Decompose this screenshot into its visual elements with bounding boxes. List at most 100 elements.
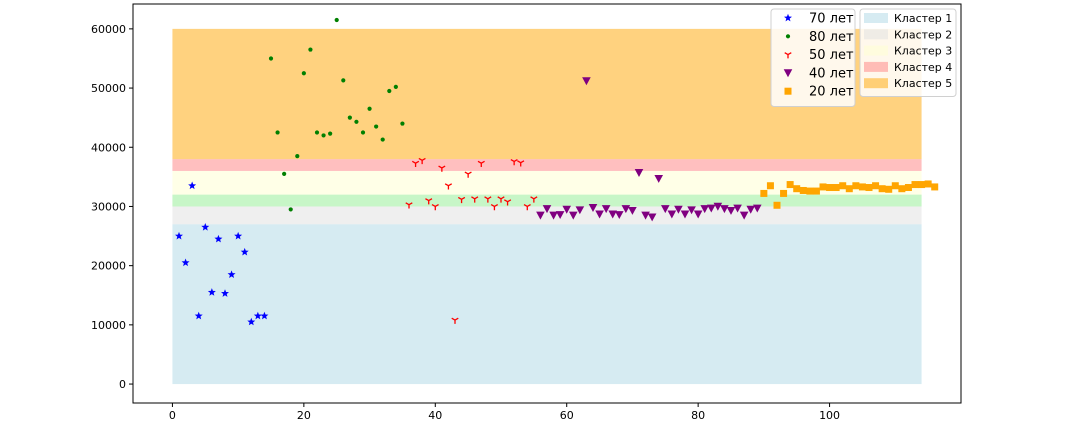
point-s5-20 <box>885 185 893 193</box>
point-s5-22 <box>898 185 906 193</box>
point-s3-17 <box>510 159 518 166</box>
point-s5-8 <box>806 187 814 195</box>
bands-legend-label-5: Кластер 5 <box>894 77 952 90</box>
point-s3-16 <box>503 199 512 206</box>
point-s5-23 <box>904 184 912 192</box>
bands-legend-swatch-4 <box>864 61 888 72</box>
band-1 <box>172 224 922 385</box>
series-legend-label-1: 70 лет <box>809 12 854 27</box>
y-tick-label-7: 60000 <box>91 23 126 36</box>
point-s5-9 <box>812 187 820 195</box>
point-s2-10 <box>328 131 333 136</box>
point-s4-27 <box>706 204 716 213</box>
point-s1-4 <box>194 311 203 320</box>
point-s3-8 <box>451 317 459 324</box>
point-s1-10 <box>234 231 243 240</box>
point-s4-13 <box>614 211 624 220</box>
point-s1-12 <box>247 317 256 326</box>
point-s4-7 <box>575 206 585 215</box>
point-s5-11 <box>826 184 834 192</box>
point-s4-4 <box>555 211 565 220</box>
point-s4-29 <box>720 205 729 214</box>
point-s2-11 <box>334 17 339 23</box>
point-s2-1 <box>268 56 274 61</box>
point-s1-5 <box>201 222 210 231</box>
x-tick-label-3: 40 <box>428 409 442 422</box>
point-s5-24 <box>911 181 919 189</box>
point-s4-9 <box>588 203 598 212</box>
point-s3-7 <box>444 183 453 190</box>
point-s4-22 <box>674 205 683 214</box>
point-s1-7 <box>214 234 223 243</box>
series-legend-label-5: 20 лет <box>809 85 854 100</box>
band-green <box>172 194 922 207</box>
bands-legend-label-4: Кластер 4 <box>894 61 952 74</box>
point-s1-11 <box>240 247 249 256</box>
bands-legend-swatch-1 <box>864 13 888 23</box>
point-s3-1 <box>405 202 413 209</box>
x-tick-label-2: 20 <box>297 409 311 422</box>
y-tick-label-4: 30000 <box>91 200 126 213</box>
series-legend-marker-5 <box>784 87 792 95</box>
point-s2-5 <box>295 154 300 159</box>
point-s2-21 <box>400 121 405 126</box>
y-tick-label-2: 10000 <box>91 319 126 332</box>
series-legend: 70 лет 80 лет 50 лет 40 лет 20 лет <box>770 8 856 107</box>
point-s4-28 <box>713 202 723 211</box>
series-legend-marker-1 <box>784 13 792 22</box>
point-s5-4 <box>780 189 788 197</box>
point-s4-24 <box>687 206 696 215</box>
x-tick-label-1: 0 <box>169 409 176 422</box>
bands-legend-swatch-3 <box>864 45 888 56</box>
point-s2-20 <box>393 84 398 89</box>
plot-frame <box>132 3 962 404</box>
point-s2-9 <box>321 133 326 138</box>
point-s4-30 <box>726 206 736 215</box>
band-2 <box>172 206 922 225</box>
point-s3-6 <box>438 165 446 172</box>
x-tick-label-5: 80 <box>691 409 705 422</box>
point-s1-13 <box>253 311 262 320</box>
y-tick-label-5: 40000 <box>91 141 126 154</box>
series-legend-label-4: 40 лет <box>809 66 854 81</box>
point-s4-20 <box>660 205 670 214</box>
point-s5-15 <box>852 182 860 190</box>
point-s2-2 <box>275 130 280 135</box>
point-s1-2 <box>181 258 190 267</box>
point-s2-6 <box>301 71 306 76</box>
point-s5-6 <box>793 185 801 193</box>
point-s2-12 <box>341 78 346 83</box>
point-s4-14 <box>621 205 631 214</box>
bands-legend: Кластер 1 Кластер 2 Кластер 3 Кластер 4 Клас… <box>859 8 957 97</box>
point-s3-9 <box>457 196 466 204</box>
point-s4-10 <box>595 210 604 219</box>
bands-legend-label-3: Кластер 3 <box>894 45 952 58</box>
point-s3-18 <box>517 160 525 167</box>
point-s3-4 <box>425 198 433 205</box>
y-tick-label-1: 0 <box>119 378 126 391</box>
point-s5-18 <box>872 182 880 190</box>
series-legend-label-2: 80 лет <box>809 30 854 45</box>
axes-layer: 0 20 40 60 80 100 0 10000 20000 30000 40000 50000 60… <box>91 3 962 422</box>
point-s5-26 <box>924 180 932 188</box>
point-s4-11 <box>601 205 611 214</box>
point-s1-3 <box>188 181 197 190</box>
point-s2-13 <box>347 115 352 120</box>
point-s4-17 <box>641 211 650 220</box>
bands-legend-label-2: Кластер 2 <box>894 28 952 41</box>
point-s4-8 <box>582 77 591 86</box>
point-s5-12 <box>832 184 840 192</box>
point-s4-32 <box>739 211 749 220</box>
point-s2-17 <box>374 124 379 129</box>
point-s2-7 <box>308 47 313 52</box>
point-s4-26 <box>700 205 710 214</box>
point-s5-14 <box>845 185 853 193</box>
point-s3-19 <box>523 203 531 211</box>
point-s3-12 <box>477 160 485 168</box>
point-s1-6 <box>207 288 216 296</box>
point-s3-2 <box>411 160 420 168</box>
bands-legend-swatch-5 <box>864 78 888 89</box>
point-s5-1 <box>760 189 768 197</box>
